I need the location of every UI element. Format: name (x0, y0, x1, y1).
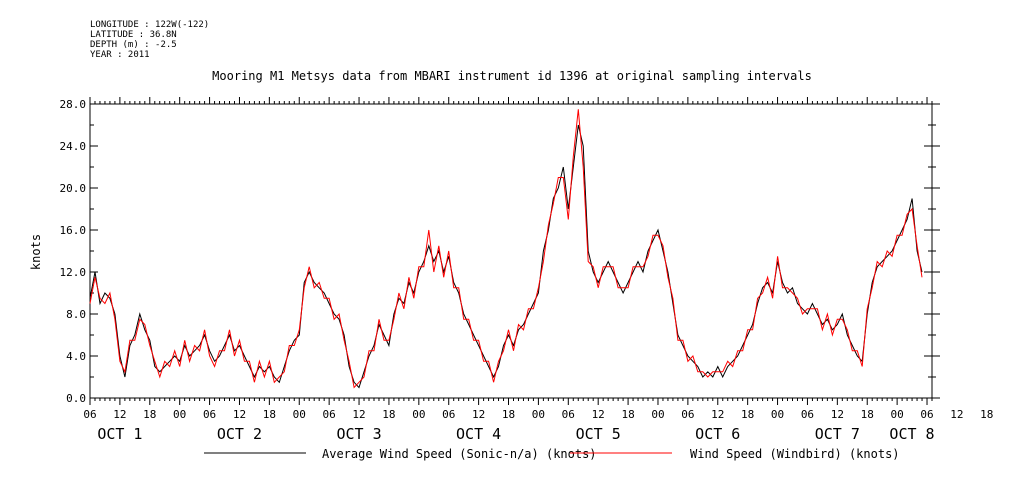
x-hour-label: 12 (233, 408, 246, 421)
legend-label-sonic: Average Wind Speed (Sonic-n/a) (knots) (322, 447, 597, 461)
y-tick-label: 8.0 (66, 308, 86, 321)
y-tick-label: 0.0 (66, 392, 86, 405)
y-axis-label: knots (29, 234, 43, 270)
series-0 (89, 124, 923, 389)
x-hour-label: 12 (831, 408, 844, 421)
x-day-labels: OCT 1 OCT 2 OCT 3 OCT 4 OCT 5 OCT 6 OCT 7 OCT 8 (97, 425, 934, 443)
x-hour-label: 00 (651, 408, 664, 421)
chart-title: Mooring M1 Metsys data from MBARI instru… (212, 69, 812, 83)
x-day-label: OCT 1 (97, 425, 142, 443)
x-hour-label: 18 (382, 408, 395, 421)
x-day-label: OCT 7 (815, 425, 860, 443)
x-hour-label: 18 (143, 408, 156, 421)
x-day-label: OCT 4 (456, 425, 501, 443)
y-tick-label: 28.0 (60, 98, 87, 111)
y-tick-label: 12.0 (60, 266, 87, 279)
x-hour-label: 18 (741, 408, 754, 421)
x-hour-label: 00 (771, 408, 784, 421)
x-hour-label: 12 (592, 408, 605, 421)
x-hour-label: 00 (412, 408, 425, 421)
x-day-label: OCT 3 (336, 425, 381, 443)
series-1 (89, 109, 923, 389)
latitude-label: LATITUDE : 36.8N (90, 30, 177, 40)
series-layer (89, 109, 923, 389)
x-hour-label: 12 (352, 408, 365, 421)
x-hour-label: 12 (472, 408, 485, 421)
x-hour-label: 06 (442, 408, 455, 421)
series-line (89, 109, 923, 389)
x-hour-label: 12 (113, 408, 126, 421)
x-hour-label: 06 (83, 408, 96, 421)
x-hour-label: 06 (681, 408, 694, 421)
legend-label-windbird: Wind Speed (Windbird) (knots) (690, 447, 900, 461)
axis-ticks (89, 97, 940, 405)
x-hour-label: 18 (861, 408, 874, 421)
x-hour-label: 06 (323, 408, 336, 421)
x-hour-label: 18 (502, 408, 515, 421)
x-hour-label: 18 (621, 408, 634, 421)
x-day-label: OCT 5 (576, 425, 621, 443)
year-label: YEAR : 2011 (90, 50, 150, 60)
x-hour-label: 00 (293, 408, 306, 421)
x-hour-label: 06 (920, 408, 933, 421)
x-hour-label: 18 (263, 408, 276, 421)
x-hour-label: 12 (711, 408, 724, 421)
metadata-block: LONGITUDE : 122W(-122) LATITUDE : 36.8N … (90, 20, 209, 60)
x-hour-label: 00 (532, 408, 545, 421)
x-day-label: OCT 6 (695, 425, 740, 443)
x-hour-tick-labels: 06 12 18 00 06 12 18 00 06 12 18 00 06 12 18 00 06 12 18 00… (83, 408, 993, 421)
legend: Average Wind Speed (Sonic-n/a) (knots) W… (204, 447, 900, 461)
plot-frame (89, 103, 933, 399)
x-hour-label: 06 (801, 408, 814, 421)
series-line (89, 124, 923, 389)
y-tick-labels: 0.0 4.0 8.0 12.0 16.0 20.0 24.0 28.0 (60, 98, 87, 405)
x-hour-label: 00 (173, 408, 186, 421)
x-day-label: OCT 8 (889, 425, 934, 443)
y-tick-label: 24.0 (60, 140, 87, 153)
y-tick-label: 4.0 (66, 350, 86, 363)
y-tick-label: 16.0 (60, 224, 87, 237)
x-hour-label: 00 (890, 408, 903, 421)
longitude-label: LONGITUDE : 122W(-122) (90, 20, 210, 30)
x-hour-label: 06 (562, 408, 575, 421)
x-hour-label: 12 (950, 408, 963, 421)
depth-label: DEPTH (m) : -2.5 (90, 40, 177, 50)
x-day-label: OCT 2 (217, 425, 262, 443)
x-hour-label: 06 (203, 408, 216, 421)
x-hour-label: 18 (980, 408, 993, 421)
y-tick-label: 20.0 (60, 182, 87, 195)
